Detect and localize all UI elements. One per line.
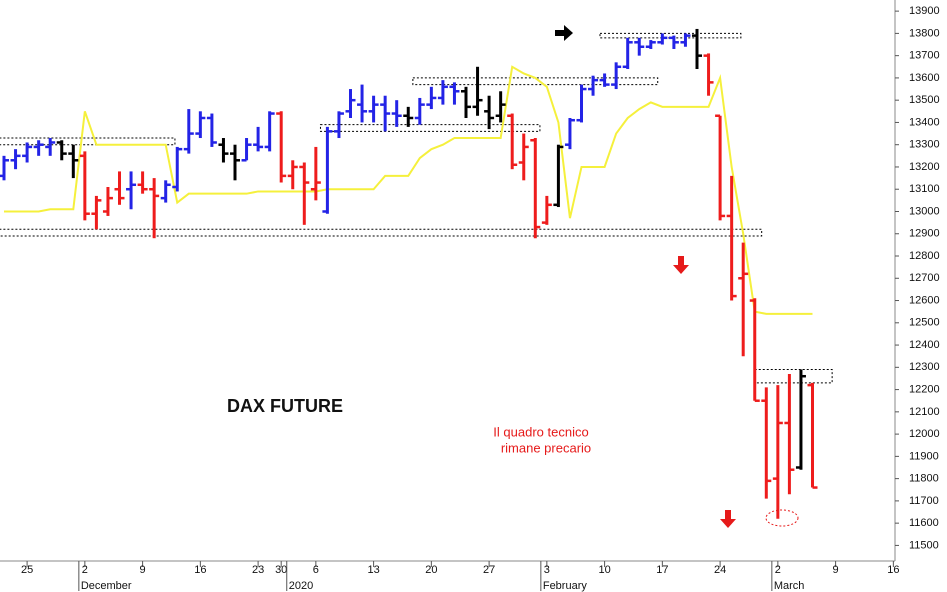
month-label: 2020 xyxy=(289,580,313,592)
y-tick-label: 11700 xyxy=(909,495,939,507)
chart-title: DAX FUTURE xyxy=(227,396,343,416)
price-zone xyxy=(412,77,659,86)
month-label: March xyxy=(774,580,805,592)
plot-area xyxy=(0,28,833,519)
highlight-ellipse xyxy=(765,509,799,527)
x-tick-label: 16 xyxy=(194,564,206,576)
x-tick-label: 25 xyxy=(21,564,33,576)
y-tick-label: 13900 xyxy=(909,5,940,17)
annotation: Il quadro tecnico xyxy=(493,424,588,439)
y-tick-label: 12500 xyxy=(909,317,940,329)
y-tick-label: 13100 xyxy=(909,183,940,195)
y-tick-label: 13200 xyxy=(909,161,940,173)
arrow-down xyxy=(720,510,736,528)
x-tick-label: 27 xyxy=(483,564,495,576)
x-tick-label: 2 xyxy=(82,564,88,576)
y-tick-label: 12800 xyxy=(909,250,940,262)
y-tick-label: 12100 xyxy=(909,406,940,418)
y-tick-label: 13600 xyxy=(909,72,940,84)
y-tick-label: 12400 xyxy=(909,339,940,351)
y-tick-label: 12900 xyxy=(909,228,940,240)
x-tick-label: 10 xyxy=(598,564,610,576)
x-tick-label: 6 xyxy=(313,564,319,576)
y-tick-label: 13500 xyxy=(909,94,940,106)
x-tick-label: 20 xyxy=(425,564,437,576)
y-tick-label: 11800 xyxy=(909,473,939,485)
price-zone xyxy=(319,124,541,132)
y-tick-label: 11600 xyxy=(909,517,939,529)
y-tick-label: 12200 xyxy=(909,383,940,395)
month-label: February xyxy=(543,580,588,592)
arrow-down xyxy=(673,256,689,274)
x-tick-label: 13 xyxy=(367,564,379,576)
x-tick-label: 2 xyxy=(775,564,781,576)
y-tick-label: 11900 xyxy=(909,450,939,462)
y-tick-label: 12700 xyxy=(909,272,940,284)
y-tick-label: 13800 xyxy=(909,27,940,39)
x-tick-label: 24 xyxy=(714,564,726,576)
x-tick-label: 9 xyxy=(140,564,146,576)
trend-line xyxy=(4,65,813,315)
x-tick-label: 23 xyxy=(252,564,264,576)
annotation: rimane precario xyxy=(501,440,591,455)
y-tick-label: 13400 xyxy=(909,116,940,128)
y-tick-label: 12300 xyxy=(909,361,940,373)
y-tick-label: 12000 xyxy=(909,428,940,440)
price-zone xyxy=(754,369,833,384)
y-tick-label: 13700 xyxy=(909,50,940,62)
price-zone xyxy=(599,32,742,39)
y-tick-label: 13300 xyxy=(909,139,940,151)
y-tick-label: 11500 xyxy=(909,539,939,551)
x-tick-label: 30 xyxy=(275,564,287,576)
x-tick-label: 17 xyxy=(656,564,668,576)
y-tick-label: 12600 xyxy=(909,294,940,306)
y-tick-label: 13000 xyxy=(909,205,940,217)
x-tick-label: 16 xyxy=(887,564,899,576)
x-tick-label: 9 xyxy=(833,564,839,576)
arrow-right xyxy=(555,25,573,41)
price-zone xyxy=(0,228,763,237)
x-tick-label: 3 xyxy=(544,564,550,576)
month-label: December xyxy=(81,580,132,592)
